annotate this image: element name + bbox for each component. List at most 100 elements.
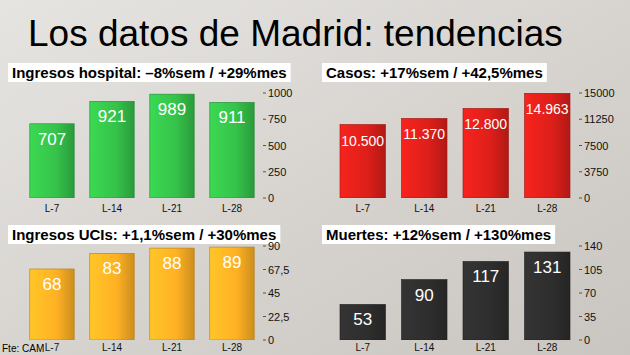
tick bbox=[263, 93, 266, 94]
data-label: 12.800 bbox=[464, 116, 507, 132]
tick bbox=[579, 119, 582, 120]
bar bbox=[210, 247, 254, 340]
bar bbox=[340, 304, 386, 340]
data-label: 11.370 bbox=[403, 126, 445, 142]
bar bbox=[463, 108, 509, 198]
data-label: 90 bbox=[415, 286, 434, 305]
category-label: L-21 bbox=[476, 342, 496, 353]
tick bbox=[579, 293, 582, 294]
bar bbox=[30, 269, 74, 340]
tick bbox=[263, 316, 266, 317]
tick-label: 70 bbox=[584, 287, 596, 299]
tick-label: 0 bbox=[584, 334, 590, 346]
category-label: L-28 bbox=[537, 342, 557, 353]
data-label: 88 bbox=[163, 254, 182, 273]
data-label: 10.500 bbox=[341, 133, 384, 149]
tick-label: 11250 bbox=[584, 113, 614, 125]
tick-label: 1000 bbox=[268, 87, 292, 99]
panel-title: Ingresos UCIs: +1,1%sem / +30%mes bbox=[12, 226, 276, 243]
tick bbox=[263, 171, 266, 172]
panel-title: Casos: +17%sem / +42,5%mes bbox=[326, 64, 543, 81]
tick-label: 90 bbox=[268, 240, 280, 252]
tick bbox=[263, 145, 266, 146]
data-label: 83 bbox=[103, 259, 122, 278]
data-label: 989 bbox=[158, 100, 186, 119]
tick bbox=[579, 246, 582, 247]
tick bbox=[263, 246, 266, 247]
data-label: 117 bbox=[472, 267, 499, 286]
tick-label: 0 bbox=[268, 334, 274, 346]
bars bbox=[340, 252, 570, 340]
tick bbox=[579, 316, 582, 317]
tick-label: 3750 bbox=[584, 166, 608, 178]
data-label: 89 bbox=[223, 253, 242, 272]
category-label: L-7 bbox=[356, 203, 371, 214]
bar bbox=[90, 253, 134, 340]
title-box bbox=[8, 225, 280, 244]
category-label: L-14 bbox=[102, 342, 122, 353]
bars bbox=[340, 93, 570, 198]
tick-label: 140 bbox=[584, 240, 602, 252]
data-label: 131 bbox=[533, 258, 561, 277]
chart-root: Los datos de Madrid: tendenciasFte: CAMI… bbox=[0, 0, 630, 355]
panel: Ingresos UCIs: +1,1%sem / +30%mes 0 22,5 45… bbox=[8, 225, 289, 353]
title-box bbox=[322, 225, 555, 244]
category-label: L-7 bbox=[356, 342, 371, 353]
category-label: L-28 bbox=[222, 342, 242, 353]
page-title: Los datos de Madrid: tendencias bbox=[28, 13, 563, 54]
tick-label: 750 bbox=[268, 113, 286, 125]
tick bbox=[579, 340, 582, 341]
bars bbox=[30, 247, 254, 340]
bar bbox=[150, 248, 194, 340]
category-label: L-14 bbox=[414, 342, 434, 353]
tick-label: 105 bbox=[584, 264, 602, 276]
bar bbox=[524, 252, 570, 340]
bars bbox=[30, 94, 254, 198]
tick-label: 35 bbox=[584, 311, 596, 323]
tick bbox=[579, 145, 582, 146]
bar bbox=[210, 102, 254, 198]
tick-label: 15000 bbox=[584, 87, 615, 99]
tick bbox=[579, 198, 582, 199]
bar bbox=[401, 280, 447, 340]
tick bbox=[263, 119, 266, 120]
panel: Casos: +17%sem / +42,5%mes03750750011250… bbox=[322, 63, 615, 214]
tick bbox=[263, 198, 266, 199]
panel: Ingresos hospital: –8%sem / +29%mes 0 250 5… bbox=[8, 63, 292, 214]
tick bbox=[579, 171, 582, 172]
panel-title: Muertes: +12%sem / +130%mes bbox=[326, 226, 551, 243]
category-label: L-14 bbox=[414, 203, 434, 214]
panel: Muertes: +12%sem / +130%mes0357010514053… bbox=[322, 225, 602, 353]
tick bbox=[579, 93, 582, 94]
category-label: L-7 bbox=[45, 203, 60, 214]
tick-label: 22,5 bbox=[268, 311, 289, 323]
panel-title: Ingresos hospital: –8%sem / +29%mes bbox=[12, 64, 287, 81]
tick-label: 500 bbox=[268, 140, 286, 152]
page: {"title": "Los datos de Madrid: tendenci… bbox=[0, 0, 630, 355]
bar bbox=[150, 94, 194, 198]
bar bbox=[524, 93, 570, 198]
category-label: L-21 bbox=[162, 342, 182, 353]
tick bbox=[263, 293, 266, 294]
bar bbox=[401, 118, 447, 198]
title-box bbox=[322, 63, 547, 82]
category-label: L-21 bbox=[162, 203, 182, 214]
bar bbox=[30, 124, 74, 198]
category-label: L-14 bbox=[102, 203, 122, 214]
tick-label: 45 bbox=[268, 287, 280, 299]
background bbox=[0, 0, 630, 355]
data-label: 911 bbox=[218, 108, 245, 127]
category-label: L-28 bbox=[537, 203, 557, 214]
category-label: L-28 bbox=[222, 203, 242, 214]
tick bbox=[263, 269, 266, 270]
tick-label: 250 bbox=[268, 166, 286, 178]
tick-label: 0 bbox=[268, 192, 274, 204]
data-label: 707 bbox=[38, 130, 66, 149]
category-label: L-21 bbox=[476, 203, 496, 214]
category-label: L-7 bbox=[45, 342, 60, 353]
data-label: 68 bbox=[43, 275, 62, 294]
bar bbox=[463, 261, 509, 340]
tick bbox=[263, 340, 266, 341]
tick bbox=[579, 269, 582, 270]
bar bbox=[90, 101, 134, 198]
